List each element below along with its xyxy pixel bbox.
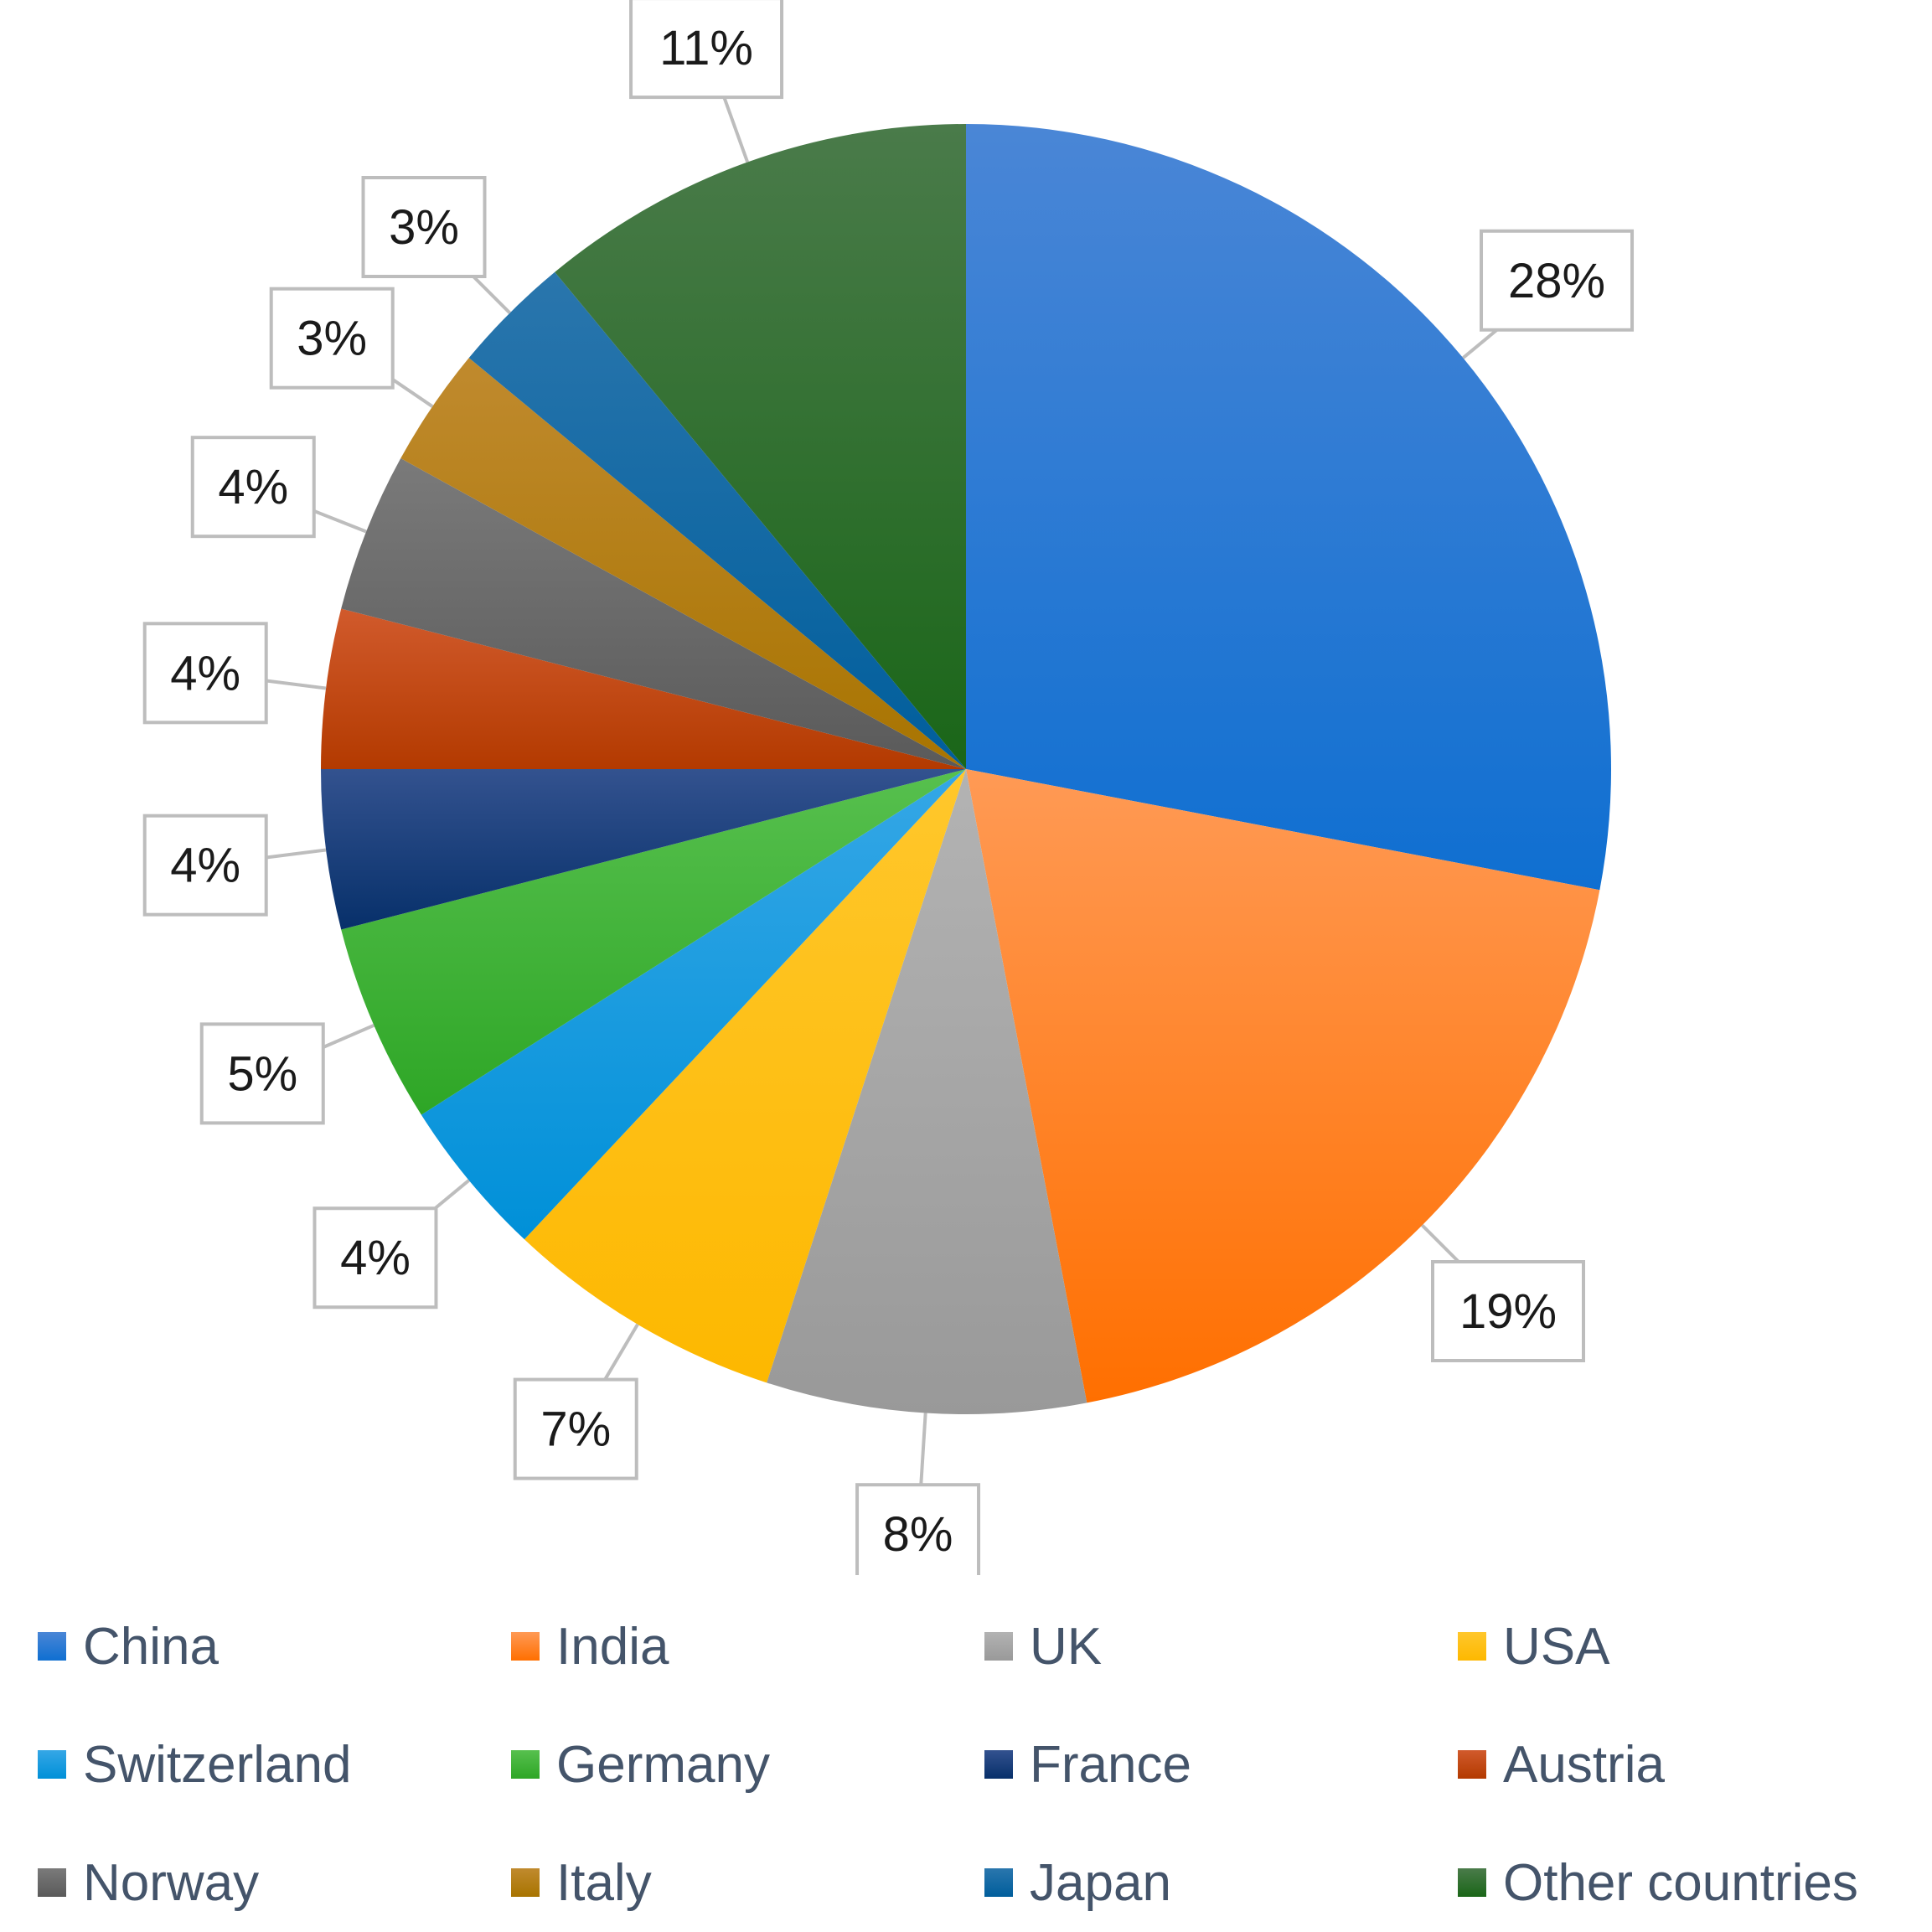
pie-slice-italy — [400, 358, 966, 769]
pie-slice-usa — [524, 769, 966, 1383]
pie-slice-japan — [468, 271, 966, 769]
data-label-box — [855, 1483, 981, 1575]
data-label-austria: 4% — [142, 622, 327, 725]
pie-slice-germany — [341, 769, 966, 1115]
data-label-box — [313, 1206, 438, 1310]
legend-label: Norway — [83, 1853, 260, 1912]
pie-slice-france — [321, 769, 966, 930]
legend-label: Other countries — [1503, 1853, 1858, 1912]
leader-line — [1421, 1224, 1460, 1263]
legend-item-china: China — [38, 1613, 219, 1680]
legend-label: Italy — [556, 1853, 652, 1912]
pie-slice-uk — [767, 769, 1087, 1415]
leader-line — [722, 96, 750, 163]
data-label-norway: 4% — [190, 436, 367, 539]
data-label-text: 19% — [1459, 1284, 1557, 1339]
pie-slice-china — [966, 124, 1611, 891]
legend-swatch — [984, 1868, 1013, 1897]
legend-item-france: France — [984, 1731, 1191, 1798]
data-label-india: 19% — [1421, 1224, 1586, 1363]
data-label-box — [361, 175, 487, 278]
legend-swatch — [1458, 1750, 1486, 1779]
data-label-box — [190, 436, 316, 539]
legend-swatch — [511, 1750, 540, 1779]
leader-line — [322, 1023, 375, 1049]
data-label-japan: 3% — [361, 175, 511, 314]
leader-line — [266, 848, 327, 860]
legend-swatch — [1458, 1868, 1486, 1897]
legend-swatch — [38, 1632, 66, 1661]
data-label-text: 4% — [218, 460, 288, 514]
legend-item-japan: Japan — [984, 1849, 1171, 1916]
legend-swatch — [511, 1632, 540, 1661]
leader-line — [472, 275, 511, 314]
pie-slice-india — [966, 769, 1600, 1403]
legend-item-norway: Norway — [38, 1849, 259, 1916]
leader-line — [391, 378, 434, 408]
legend-label: Switzerland — [83, 1735, 352, 1794]
legend-swatch — [984, 1750, 1013, 1779]
data-label-italy: 3% — [269, 287, 434, 408]
legend-label: USA — [1503, 1617, 1610, 1676]
data-label-text: 8% — [883, 1507, 953, 1562]
data-label-text: 4% — [340, 1231, 411, 1285]
legend-label: Germany — [556, 1735, 770, 1794]
leader-line — [919, 1413, 927, 1485]
legend-swatch — [1458, 1632, 1486, 1661]
data-label-germany: 5% — [199, 1022, 375, 1125]
legend-label: Japan — [1030, 1853, 1171, 1912]
legend-swatch — [984, 1632, 1013, 1661]
legend-label: China — [83, 1617, 219, 1676]
leader-line — [1462, 328, 1498, 359]
data-label-box — [269, 287, 395, 390]
data-label-other-countries: 11% — [629, 0, 784, 163]
data-label-box — [1431, 1260, 1586, 1363]
legend-label: Austria — [1503, 1735, 1665, 1794]
legend-item-uk: UK — [984, 1613, 1102, 1680]
pie-slice-austria — [321, 608, 966, 769]
legend-item-switzerland: Switzerland — [38, 1731, 351, 1798]
data-label-box — [142, 814, 268, 917]
legend-swatch — [38, 1868, 66, 1897]
legend-swatch — [511, 1868, 540, 1897]
data-label-box — [1480, 229, 1635, 332]
data-label-box — [199, 1022, 325, 1125]
data-label-text: 4% — [170, 646, 240, 700]
pie-slice-switzerland — [421, 769, 966, 1240]
pie-chart: 28% 19% 8% 7% 4% 5% 4% 4% 4% 3% 3% 11% — [142, 0, 1635, 1575]
pie-slices — [321, 124, 1611, 1415]
pie-slice-norway — [341, 458, 966, 769]
data-label-box — [142, 622, 268, 725]
data-label-uk: 8% — [855, 1413, 981, 1575]
leader-line — [603, 1323, 639, 1381]
legend-label: UK — [1030, 1617, 1103, 1676]
legend-swatch — [38, 1750, 66, 1779]
data-label-text: 3% — [297, 312, 367, 366]
data-label-france: 4% — [142, 814, 327, 917]
leader-line — [434, 1179, 470, 1210]
data-label-text: 5% — [227, 1046, 297, 1101]
data-label-text: 11% — [659, 21, 753, 75]
legend-item-italy: Italy — [511, 1849, 652, 1916]
legend-item-germany: Germany — [511, 1731, 770, 1798]
legend-label: France — [1030, 1735, 1191, 1794]
data-label-usa: 7% — [513, 1323, 639, 1480]
data-label-text: 3% — [389, 200, 459, 255]
legend-item-other-countries: Other countries — [1458, 1849, 1858, 1916]
legend-item-austria: Austria — [1458, 1731, 1665, 1798]
data-label-text: 4% — [170, 839, 240, 893]
data-label-box — [629, 0, 784, 100]
legend-item-usa: USA — [1458, 1613, 1609, 1680]
data-label-box — [513, 1377, 638, 1480]
data-label-text: 7% — [540, 1403, 611, 1457]
data-label-china: 28% — [1462, 229, 1635, 359]
pie-slice-other-countries — [555, 124, 966, 769]
data-label-switzerland: 4% — [313, 1179, 470, 1310]
leader-line — [266, 679, 327, 690]
data-labels: 28% 19% 8% 7% 4% 5% 4% 4% 4% 3% 3% 11% — [142, 0, 1635, 1575]
legend-item-india: India — [511, 1613, 669, 1680]
leader-line — [313, 509, 367, 534]
legend-label: India — [556, 1617, 669, 1676]
data-label-text: 28% — [1508, 254, 1605, 308]
